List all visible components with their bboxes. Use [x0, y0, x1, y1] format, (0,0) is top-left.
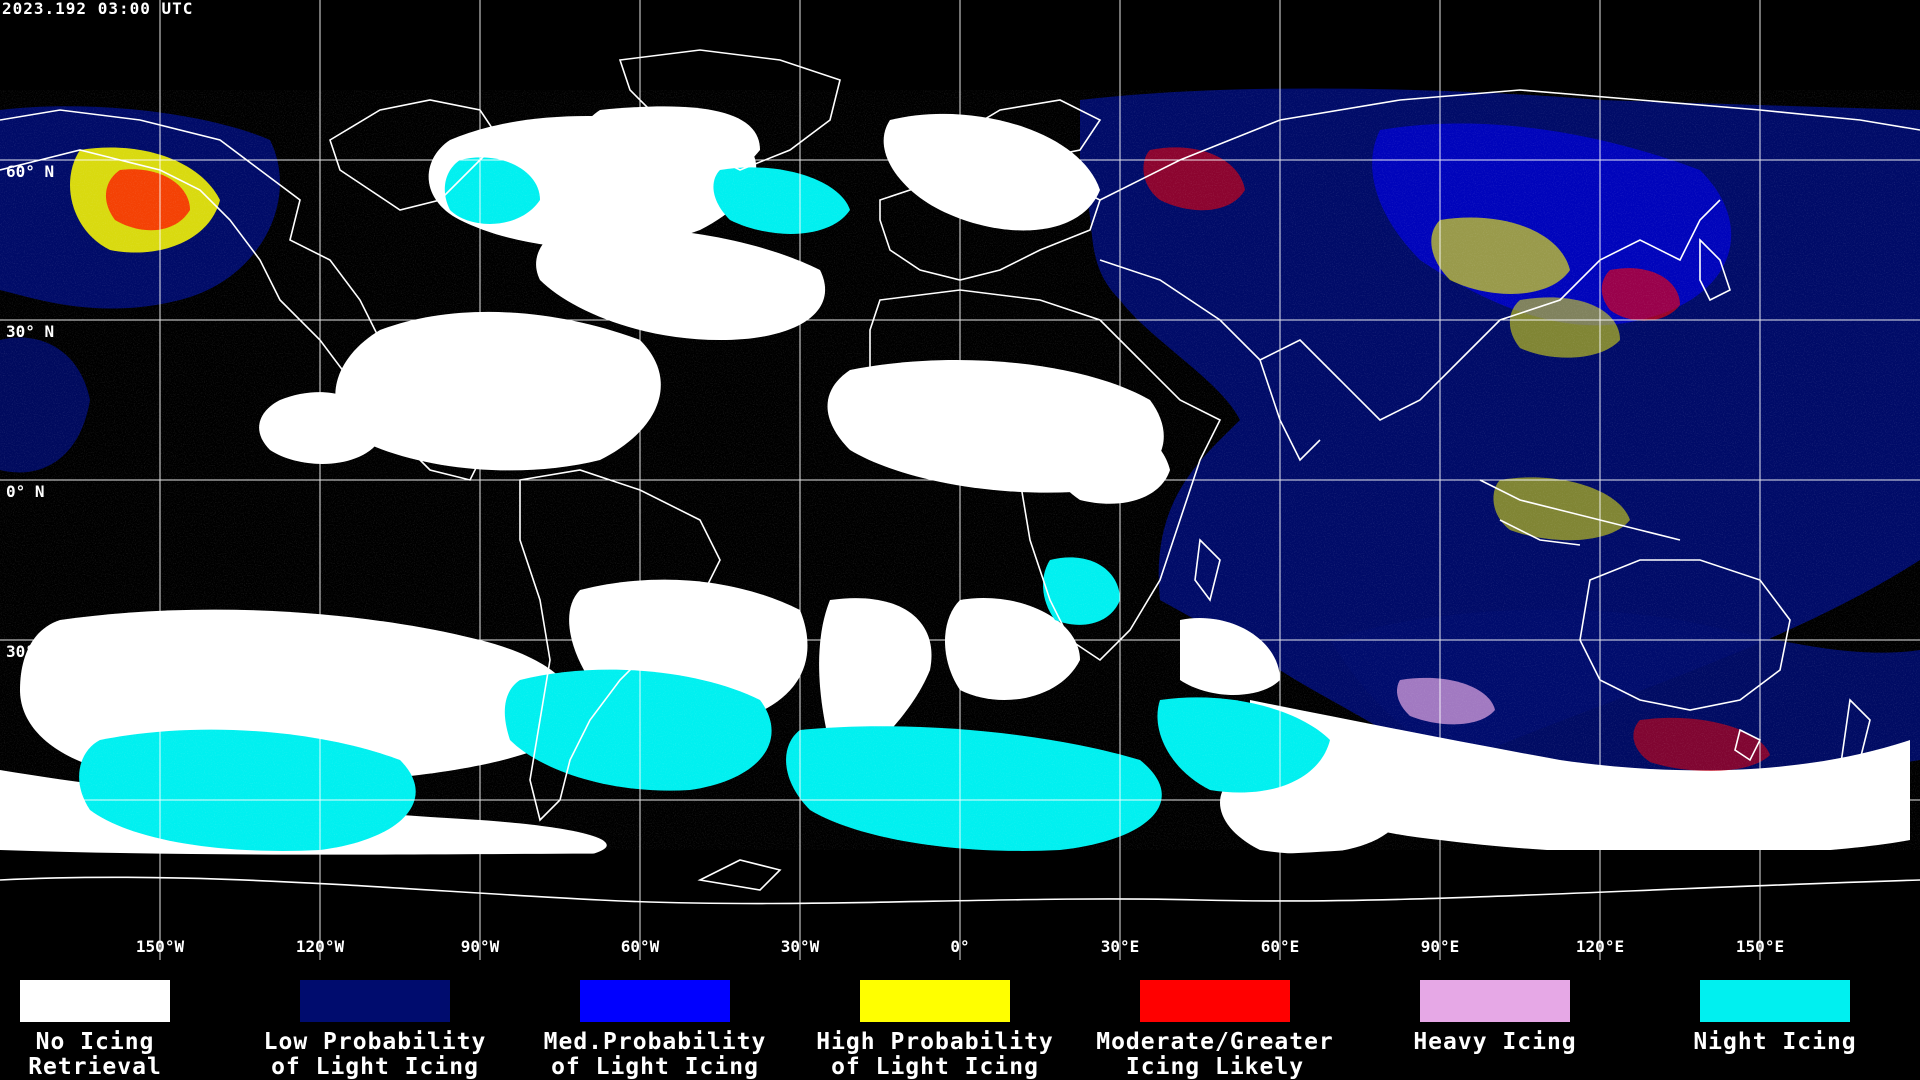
- lon-label-60w: 60°W: [620, 937, 660, 956]
- legend-label-low-probability: Low Probability of Light Icing: [263, 1029, 487, 1080]
- lat-label-60s: 60° S: [6, 802, 55, 821]
- lat-label-30n: 30° N: [6, 322, 55, 341]
- legend: No Icing Retrieval Low Probability of Ligh…: [0, 960, 1920, 1080]
- legend-label-high-probability: High Probability of Light Icing: [816, 1029, 1054, 1080]
- lon-label-150w: 150°W: [135, 937, 185, 956]
- legend-label-night-icing: Night Icing: [1693, 1029, 1857, 1055]
- legend-item-med-probability: Med.Probability of Light Icing: [525, 980, 785, 1080]
- legend-label-no-icing: No Icing Retrieval: [28, 1029, 162, 1080]
- legend-label-med-probability: Med.Probability of Light Icing: [543, 1029, 767, 1080]
- legend-swatch-night-icing: [1700, 980, 1850, 1022]
- legend-item-no-icing: No Icing Retrieval: [0, 980, 225, 1080]
- lat-label-60n: 60° N: [6, 162, 55, 181]
- lon-label-150e: 150°E: [1735, 937, 1785, 956]
- legend-swatch-med-probability: [580, 980, 730, 1022]
- lon-label-60e: 60°E: [1260, 937, 1300, 956]
- lon-label-120w: 120°W: [295, 937, 345, 956]
- lat-label-0n: 0° N: [6, 482, 45, 501]
- timestamp: 2023.192 03:00 UTC: [2, 0, 194, 18]
- legend-label-moderate-greater: Moderate/Greater Icing Likely: [1096, 1029, 1334, 1080]
- legend-item-night-icing: Night Icing: [1645, 980, 1905, 1055]
- lon-label-90e: 90°E: [1420, 937, 1460, 956]
- legend-swatch-moderate-greater: [1140, 980, 1290, 1022]
- lon-label-90w: 90°W: [460, 937, 500, 956]
- legend-swatch-heavy-icing: [1420, 980, 1570, 1022]
- legend-swatch-no-icing: [20, 980, 170, 1022]
- legend-item-moderate-greater: Moderate/Greater Icing Likely: [1085, 980, 1345, 1080]
- lon-label-30e: 30°E: [1100, 937, 1140, 956]
- lon-label-30w: 30°W: [780, 937, 820, 956]
- graticule: [0, 0, 1920, 960]
- legend-item-low-probability: Low Probability of Light Icing: [245, 980, 505, 1080]
- legend-label-heavy-icing: Heavy Icing: [1413, 1029, 1577, 1055]
- legend-item-high-probability: High Probability of Light Icing: [805, 980, 1065, 1080]
- lat-label-30s: 30° S: [6, 642, 55, 661]
- legend-item-heavy-icing: Heavy Icing: [1365, 980, 1625, 1055]
- lon-label-120e: 120°E: [1575, 937, 1625, 956]
- legend-swatch-high-probability: [860, 980, 1010, 1022]
- legend-swatch-low-probability: [300, 980, 450, 1022]
- icing-map: [0, 0, 1920, 960]
- lon-label-0: 0°: [950, 937, 970, 956]
